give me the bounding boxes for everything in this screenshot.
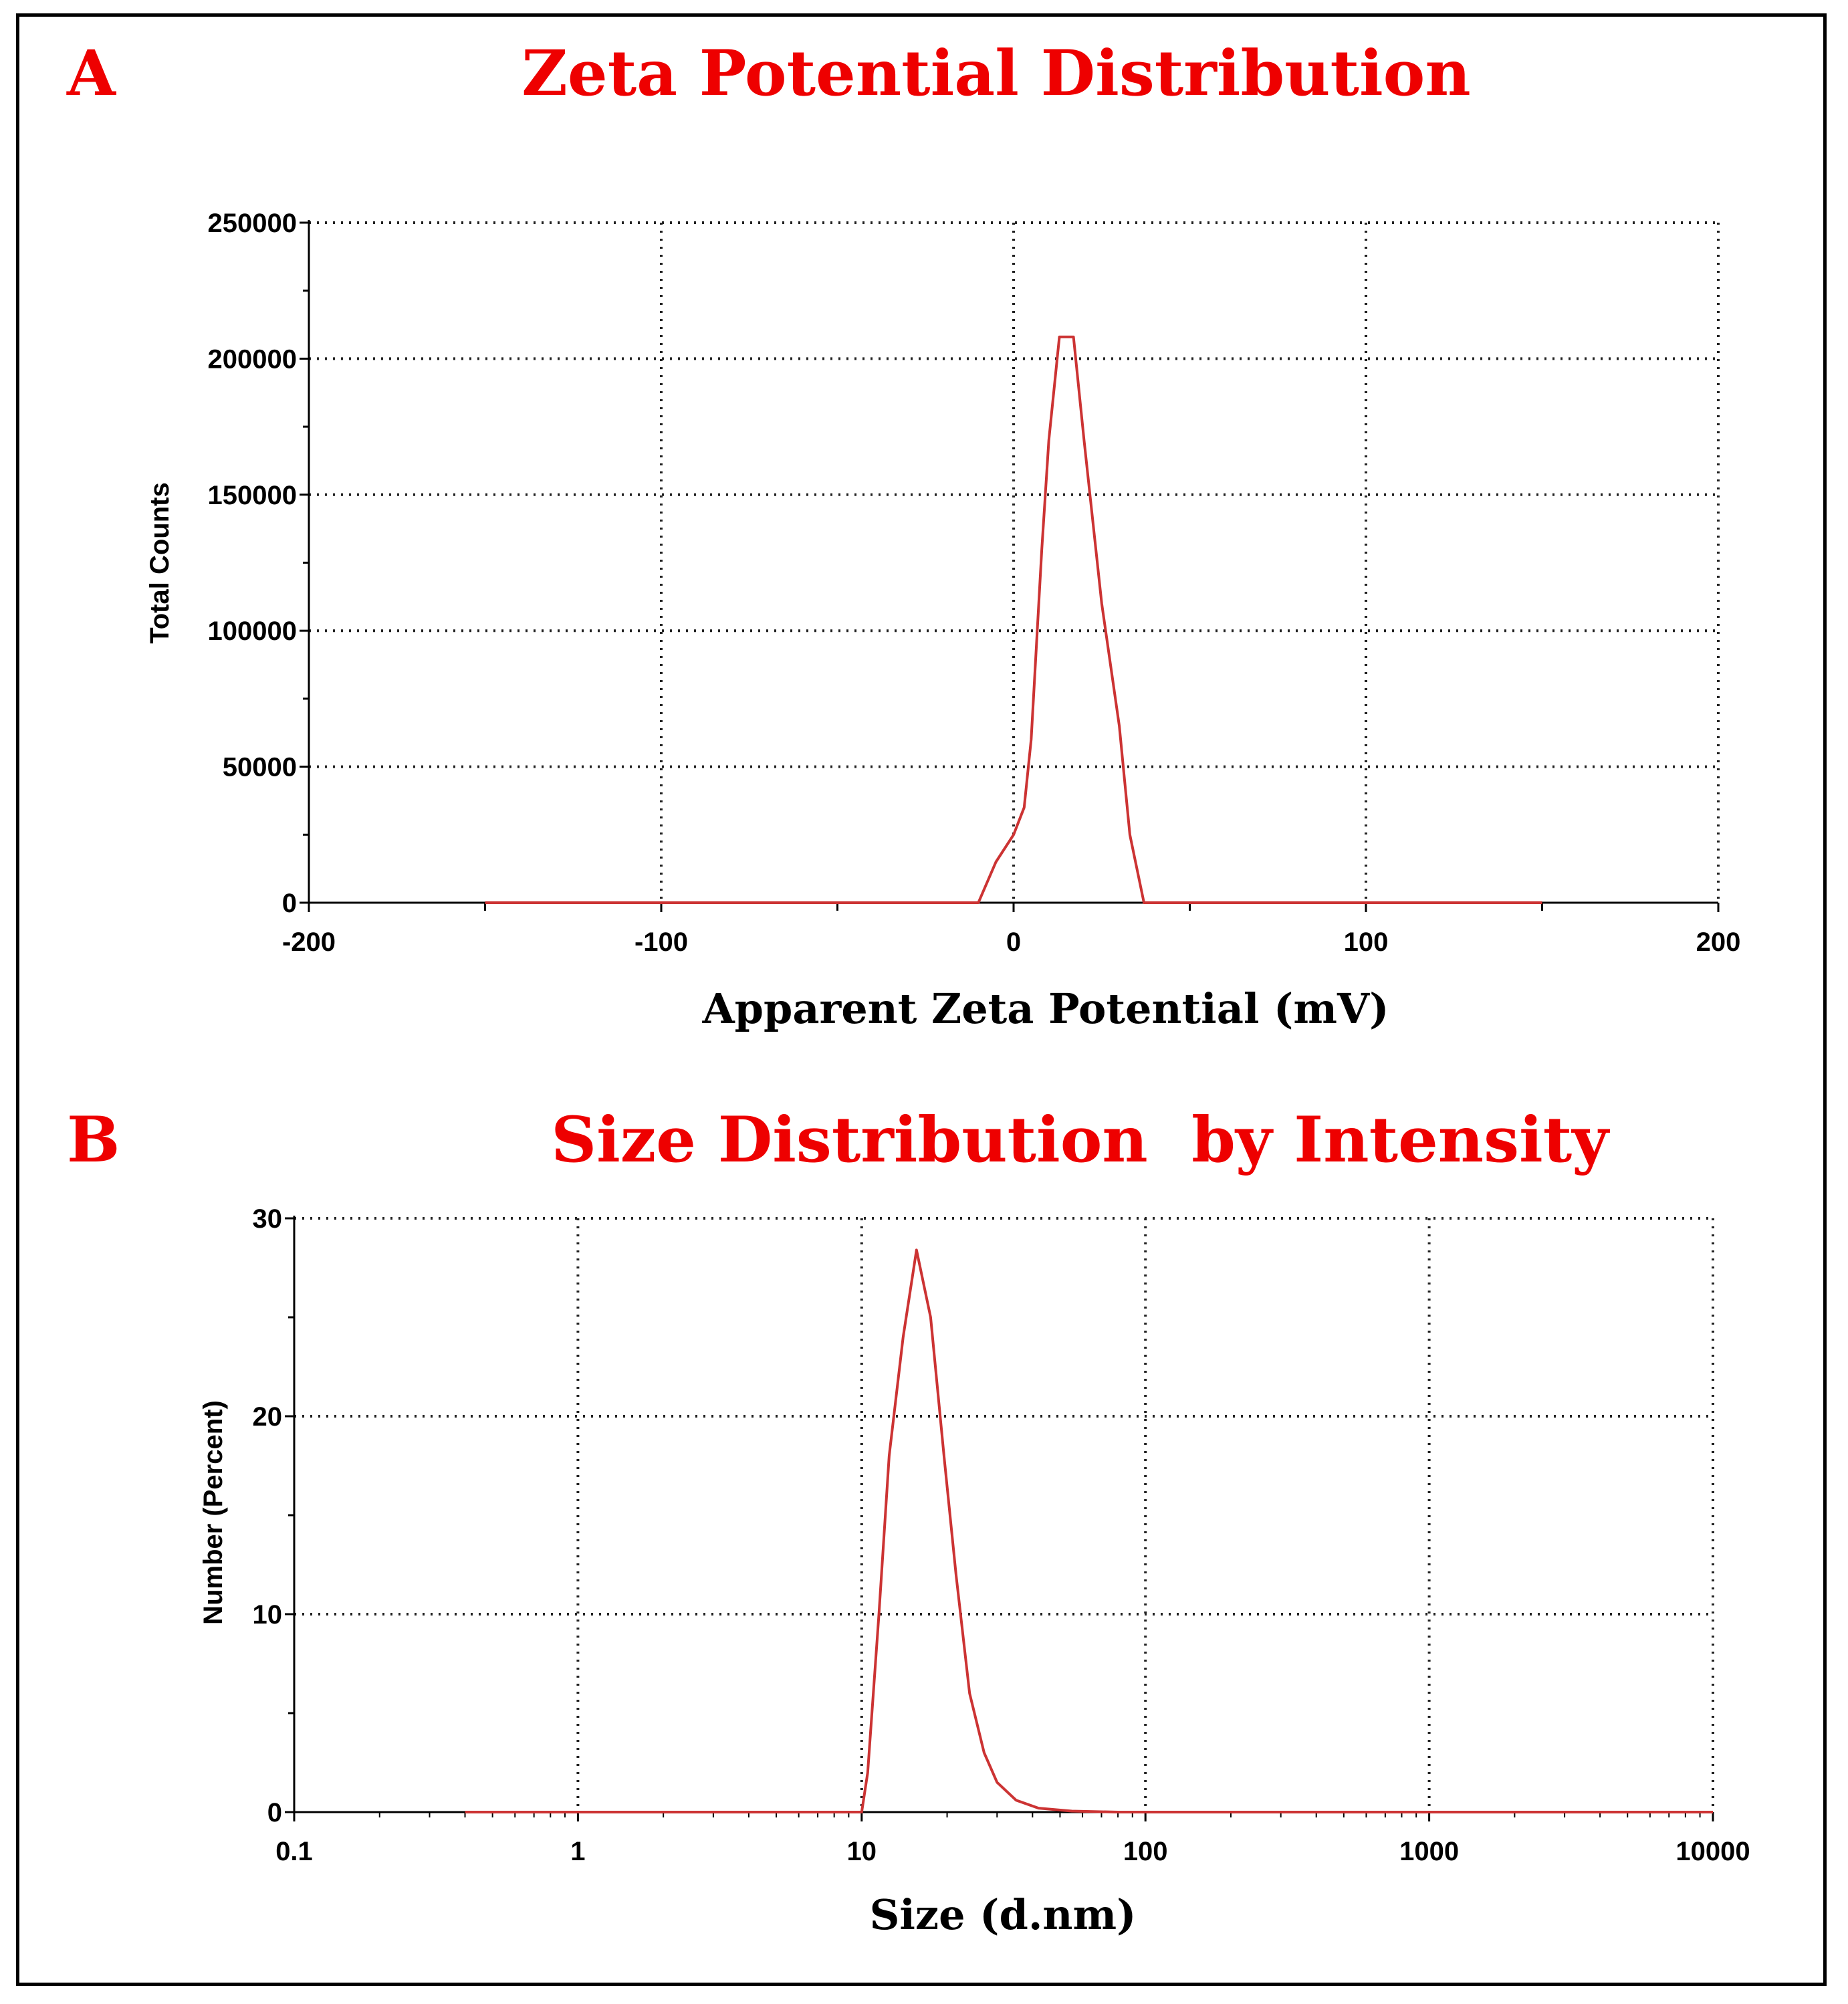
zeta-x-tick-label: -100 xyxy=(634,927,688,957)
panel-a-title: Zeta Potential Distribution xyxy=(522,37,1470,110)
zeta-y-tick-label: 50000 xyxy=(223,753,297,782)
size-grid xyxy=(294,1217,1714,1812)
size-series-line xyxy=(465,1248,1713,1813)
panel-b-letter: B xyxy=(67,1103,120,1177)
size-y-tick-label: 0 xyxy=(267,1798,282,1827)
zeta-y-tick-label: 250000 xyxy=(208,209,297,238)
size-y-tick-label: 20 xyxy=(253,1402,283,1432)
size-axes xyxy=(293,1216,1713,1813)
zeta-x-tick-label: 100 xyxy=(1344,927,1389,957)
size-ticks: 0 10 20 30 0.1 1 10 100 1000 10000 xyxy=(253,1204,1750,1866)
zeta-y-tick-label: 150000 xyxy=(208,481,297,510)
zeta-y-tick-label: 100000 xyxy=(208,617,297,646)
figure-frame xyxy=(16,13,1827,1986)
size-y-tick-label: 10 xyxy=(253,1600,283,1630)
zeta-ticks: 0 50000 100000 150000 200000 250000 -200 -100 0 1… xyxy=(208,209,1741,957)
size-x-tick-label: 100 xyxy=(1123,1837,1168,1866)
zeta-grid xyxy=(309,221,1720,903)
zeta-x-axis-title: Apparent Zeta Potential (mV) xyxy=(702,984,1389,1033)
zeta-x-tick-label: 0 xyxy=(1006,927,1021,957)
size-y-tick-label: 30 xyxy=(253,1204,283,1234)
size-x-tick-label: 1000 xyxy=(1399,1837,1459,1866)
panel-b-title: Size Distribution by Intensity xyxy=(551,1103,1610,1177)
zeta-y-tick-label: 200000 xyxy=(208,344,297,374)
size-x-tick-label: 10 xyxy=(847,1837,877,1866)
size-x-tick-label: 10000 xyxy=(1676,1837,1750,1866)
zeta-x-tick-label: -200 xyxy=(282,927,336,957)
size-x-tick-label: 1 xyxy=(570,1837,585,1866)
zeta-y-axis-title: Total Counts xyxy=(145,482,175,643)
size-y-axis-title: Number (Percent) xyxy=(199,1400,228,1625)
zeta-series xyxy=(485,335,1542,904)
size-series xyxy=(465,1248,1713,1813)
size-x-axis-title: Size (d.nm) xyxy=(870,1890,1137,1939)
zeta-series-line xyxy=(485,335,1542,904)
size-distribution-chart: 0 10 20 30 0.1 1 10 100 1000 10000 Size (d.nm) Nu… xyxy=(199,1204,1750,1939)
panel-a-letter: A xyxy=(66,37,116,110)
zeta-x-tick-label: 200 xyxy=(1696,927,1741,957)
zeta-y-tick-label: 0 xyxy=(282,889,297,918)
zeta-potential-chart: 0 50000 100000 150000 200000 250000 -200 -100 0 1… xyxy=(145,209,1740,1033)
size-x-tick-label: 0.1 xyxy=(275,1837,313,1866)
